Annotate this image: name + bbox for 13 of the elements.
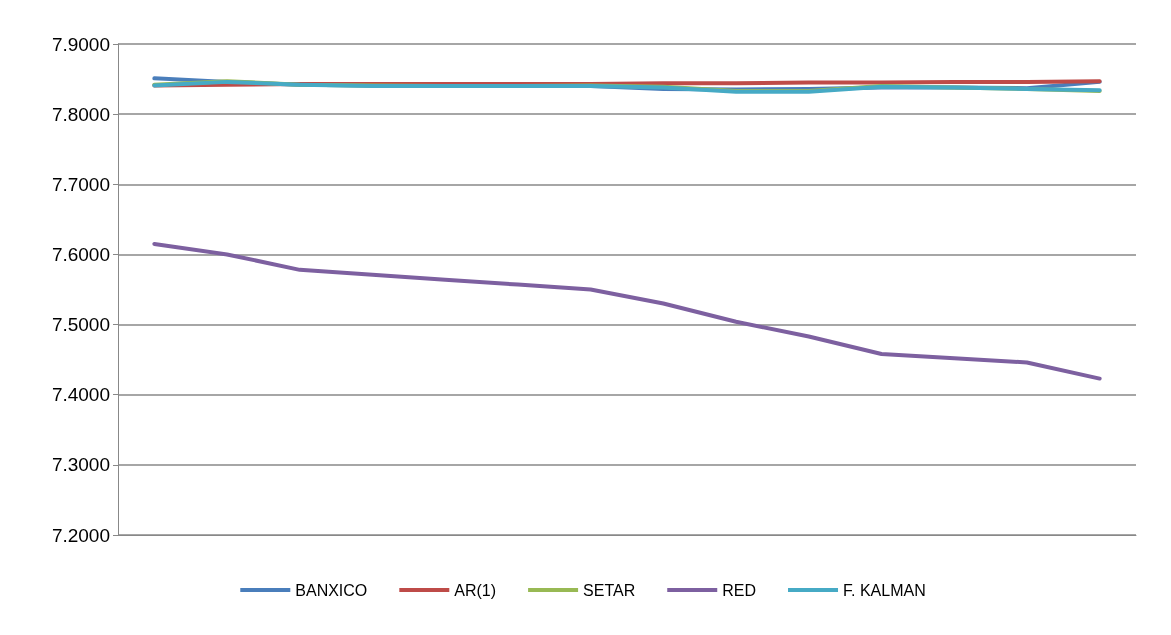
legend-label: F. KALMAN <box>843 581 926 599</box>
y-tick-label: 7.7000 <box>51 173 110 195</box>
y-tick-label: 7.4000 <box>51 384 110 406</box>
legend-label: BANXICO <box>295 581 368 599</box>
legend-label: RED <box>722 581 757 599</box>
y-tick-label: 7.2000 <box>51 524 110 546</box>
y-tick-label: 7.8000 <box>51 103 110 125</box>
y-tick-label: 7.6000 <box>51 243 110 265</box>
legend-label: AR(1) <box>454 581 497 599</box>
y-tick-label: 7.9000 <box>51 33 110 55</box>
y-tick-label: 7.5000 <box>51 314 110 336</box>
legend-label: SETAR <box>583 581 636 599</box>
y-tick-label: 7.3000 <box>51 454 110 476</box>
